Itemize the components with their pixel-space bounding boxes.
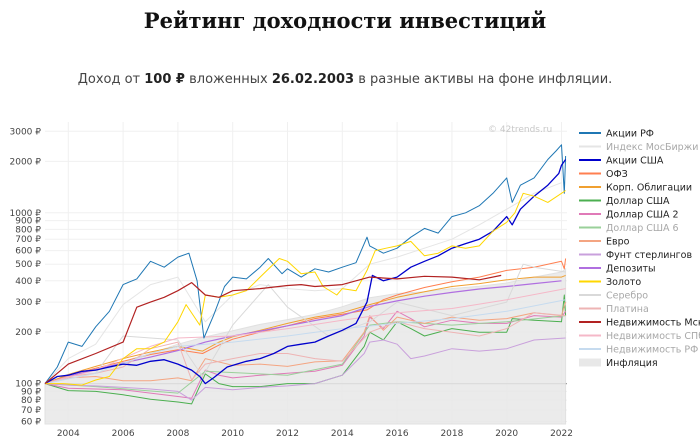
series-line-9: [44, 337, 566, 401]
legend-label: Доллар США: [606, 196, 670, 207]
x-tick-label: 2014: [331, 429, 354, 439]
watermark: © 42trends.ru: [488, 125, 552, 135]
subtitle-amount: 100 ₽: [144, 72, 185, 87]
y-tick-label: 900 ₽: [15, 217, 41, 227]
legend-label: Платина: [606, 304, 649, 315]
series-lines: [44, 144, 567, 405]
legend-item[interactable]: Платина: [579, 304, 649, 315]
x-tick-label: 2012: [276, 429, 299, 439]
legend-item[interactable]: Доллар США: [579, 196, 670, 207]
legend-label: ОФЗ: [606, 169, 628, 180]
chart-subtitle: Доход от 100 ₽ вложенных 26.02.2003 в ра…: [0, 72, 690, 87]
legend-item[interactable]: Серебро: [579, 291, 648, 302]
series-line-16: [44, 299, 566, 385]
legend-label: Серебро: [606, 291, 648, 302]
legend-item[interactable]: Акции РФ: [579, 129, 654, 140]
subtitle-suffix: в разные активы на фоне инфляции.: [354, 72, 613, 87]
y-tick-label: 700 ₽: [15, 235, 41, 245]
x-tick-label: 2020: [495, 429, 518, 439]
legend-item[interactable]: Недвижимость СПб: [579, 331, 700, 342]
legend-label: Недвижимость СПб: [606, 331, 700, 342]
legend-label: Акции РФ: [606, 129, 654, 140]
legend-label: Депозиты: [606, 264, 656, 275]
y-tick-label: 80 ₽: [21, 396, 41, 406]
y-tick-label: 400 ₽: [15, 277, 41, 287]
legend-label: Инфляция: [606, 358, 658, 369]
legend-label: Доллар США 2: [606, 210, 679, 221]
legend-item[interactable]: Недвижимость Мск: [579, 318, 700, 329]
y-tick-label: 60 ₽: [21, 417, 41, 427]
x-tick-label: 2010: [221, 429, 244, 439]
legend-label: Акции США: [606, 156, 664, 167]
subtitle-middle: вложенных: [184, 72, 272, 87]
y-tick-label: 800 ₽: [15, 225, 41, 235]
legend-label: Недвижимость РФ: [606, 345, 698, 356]
legend-item[interactable]: Недвижимость РФ: [579, 345, 698, 356]
legend-item[interactable]: Фунт стерлингов: [579, 250, 692, 261]
legend-item[interactable]: Инфляция: [579, 358, 658, 369]
series-line-5: [44, 294, 567, 405]
legend-item[interactable]: Депозиты: [579, 264, 656, 275]
subtitle-date: 26.02.2003: [271, 72, 355, 87]
series-line-2: [44, 159, 567, 385]
series-line-8: [44, 301, 567, 385]
legend-item[interactable]: Доллар США 2: [579, 210, 679, 221]
legend-label: Золото: [606, 277, 641, 288]
x-tick-label: 2004: [57, 429, 80, 439]
legend-item[interactable]: Акции США: [579, 156, 664, 167]
x-tick-label: 2022: [550, 429, 573, 439]
x-tick-label: 2018: [440, 429, 463, 439]
subtitle-prefix: Доход от: [77, 72, 145, 87]
y-tick-label: 100 ₽: [15, 380, 41, 390]
legend-label: Фунт стерлингов: [606, 250, 692, 261]
legend-label: Евро: [606, 237, 630, 248]
x-tick-label: 2016: [386, 429, 409, 439]
y-tick-label: 500 ₽: [15, 260, 41, 270]
y-tick-label: 1000 ₽: [10, 209, 42, 219]
chart-title: Рейтинг доходности инвестиций: [143, 8, 547, 33]
y-tick-label: 300 ₽: [15, 298, 41, 308]
legend-swatch: [579, 358, 601, 367]
legend-label: Доллар США 6: [606, 223, 679, 234]
series-line-15: [44, 288, 566, 385]
x-tick-label: 2008: [166, 429, 189, 439]
legend: Акции РФ Индекс МосБиржи Акции США ОФЗ Корп.…: [579, 129, 700, 369]
legend-item[interactable]: ОФЗ: [579, 169, 628, 180]
legend-item[interactable]: Индекс МосБиржи: [579, 142, 698, 153]
y-tick-label: 90 ₽: [21, 387, 41, 397]
series-line-4: [44, 274, 566, 385]
series-line-0: [44, 144, 567, 384]
series-line-14: [44, 274, 502, 385]
series-line-6: [44, 310, 567, 399]
x-tick-label: 2006: [112, 429, 135, 439]
legend-item[interactable]: Евро: [579, 237, 630, 248]
series-line-13: [44, 312, 566, 385]
axes: 3000 ₽ 2000 ₽ 1000 ₽900 ₽800 ₽700 ₽ 600 ₽ 50…: [10, 127, 573, 439]
y-tick-label: 2000 ₽: [10, 157, 42, 167]
series-line-12: [44, 263, 566, 385]
legend-item[interactable]: Корп. Облигации: [579, 183, 692, 194]
legend-item[interactable]: Доллар США 6: [579, 223, 679, 234]
y-tick-label: 3000 ₽: [10, 127, 42, 137]
legend-label: Корп. Облигации: [606, 183, 692, 194]
legend-label: Недвижимость Мск: [606, 318, 700, 329]
series-line-1: [44, 182, 562, 384]
y-tick-label: 600 ₽: [15, 247, 41, 257]
legend-label: Индекс МосБиржи: [606, 142, 698, 153]
y-tick-label: 200 ₽: [15, 328, 41, 338]
series-line-7: [44, 315, 566, 394]
legend-item[interactable]: Золото: [579, 277, 641, 288]
y-tick-label: 70 ₽: [21, 406, 41, 416]
